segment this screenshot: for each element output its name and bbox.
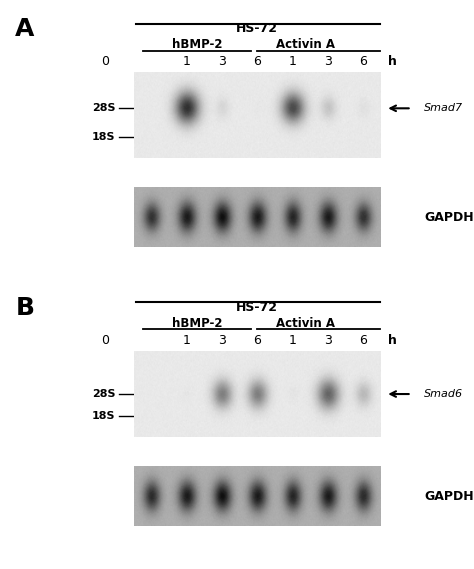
Text: hBMP-2: hBMP-2 — [172, 317, 222, 330]
Text: h: h — [388, 334, 397, 347]
Text: 3: 3 — [324, 334, 331, 347]
Text: h: h — [388, 55, 397, 68]
Text: 0: 0 — [101, 334, 109, 347]
Text: GAPDH: GAPDH — [424, 489, 474, 502]
Text: GAPDH: GAPDH — [424, 211, 474, 224]
Text: 6: 6 — [359, 55, 367, 68]
Text: 3: 3 — [218, 55, 226, 68]
Text: HS-72: HS-72 — [236, 22, 278, 35]
Text: 1: 1 — [289, 55, 296, 68]
Text: 28S: 28S — [92, 389, 116, 399]
Text: Activin A: Activin A — [276, 317, 335, 330]
Text: 6: 6 — [253, 55, 261, 68]
Text: 0: 0 — [101, 55, 109, 68]
Text: Activin A: Activin A — [276, 38, 335, 51]
Text: hBMP-2: hBMP-2 — [172, 38, 222, 51]
Text: 1: 1 — [183, 55, 191, 68]
Text: 3: 3 — [324, 55, 331, 68]
Text: Smad7: Smad7 — [424, 104, 463, 113]
Text: Smad6: Smad6 — [424, 389, 463, 399]
Text: 1: 1 — [289, 334, 296, 347]
Text: 6: 6 — [253, 334, 261, 347]
Text: HS-72: HS-72 — [236, 301, 278, 314]
Text: 28S: 28S — [92, 104, 116, 113]
Text: 18S: 18S — [92, 132, 116, 142]
Text: 3: 3 — [218, 334, 226, 347]
Text: 18S: 18S — [92, 411, 116, 420]
Text: A: A — [15, 17, 35, 41]
Text: 6: 6 — [359, 334, 367, 347]
Text: B: B — [15, 296, 34, 320]
Text: 1: 1 — [183, 334, 191, 347]
